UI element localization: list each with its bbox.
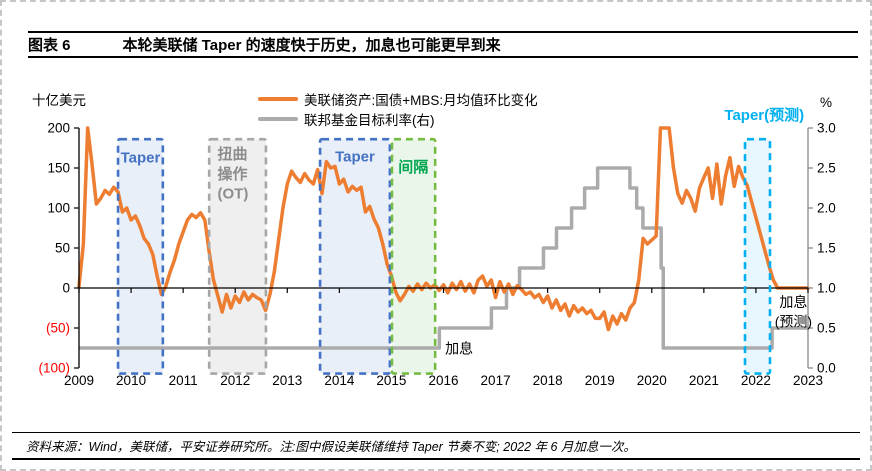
fed-funds-rate-line xyxy=(79,166,808,350)
region-fill-taper-1 xyxy=(118,139,163,374)
right-axis-tick-label: 2.0 xyxy=(817,201,836,216)
region-box-taper-forecast xyxy=(743,137,772,375)
x-axis-tick-label: 2013 xyxy=(272,373,302,388)
legend: 美联储资产:国债+MBS:月均值环比变化 联邦基金目标利率(右) xyxy=(258,90,538,128)
fed-assets-line xyxy=(77,126,810,332)
fed-assets-legend-label: 美联储资产:国债+MBS:月均值环比变化 xyxy=(304,93,538,108)
right-axis-tick-label: 2.5 xyxy=(817,161,836,176)
x-axis-tick-label: 2018 xyxy=(533,373,563,388)
region-label-interval: 间隔 xyxy=(398,158,428,176)
legend-item-fed-funds-rate: 联邦基金目标利率(右) xyxy=(258,110,538,128)
region-fill-interval xyxy=(391,139,436,374)
right-axis-unit-label: % xyxy=(820,95,832,110)
fed-funds-rate-line-swatch xyxy=(258,116,298,122)
left-axis-tick-label: 200 xyxy=(47,121,70,136)
region-label-operation-twist: 扭曲 xyxy=(218,145,248,163)
x-axis-tick-label: 2012 xyxy=(220,373,250,388)
region-label-taper-forecast: Taper(预测) xyxy=(724,106,804,124)
chart-title-bar: 图表 6 本轮美联储 Taper 的速度快于历史，加息也可能更早到来 xyxy=(28,31,858,58)
x-axis-tick-label: 2014 xyxy=(324,373,355,388)
x-axis-tick-label: 2010 xyxy=(116,373,146,388)
x-axis-tick-label: 2011 xyxy=(169,373,198,388)
region-label-operation-twist: 操作 xyxy=(218,165,248,183)
annotation-rate-hike-forecast: (预测) xyxy=(775,313,812,329)
region-label-taper-2: Taper xyxy=(335,149,375,166)
page-title: 本轮美联储 Taper 的速度快于历史，加息也可能更早到来 xyxy=(122,37,501,54)
region-label-taper-1: Taper xyxy=(121,149,161,166)
right-axis-tick-label: 0.0 xyxy=(817,361,836,376)
region-box-taper-2 xyxy=(318,137,392,375)
annotation-rate-hike-forecast: 加息 xyxy=(779,294,807,310)
left-axis-tick-label: 150 xyxy=(47,161,70,176)
annotation-rate-hike: 加息 xyxy=(445,341,473,357)
left-axis-tick-label: 100 xyxy=(47,201,70,216)
source-note: 资料来源：Wind，美联储，平安证券研究所。注:图中假设美联储维持 Taper … xyxy=(26,440,636,454)
region-box-operation-twist xyxy=(207,137,268,375)
legend-item-fed-assets: 美联储资产:国债+MBS:月均值环比变化 xyxy=(258,90,538,108)
x-axis-tick-label: 2023 xyxy=(793,373,823,388)
fed-assets-line-swatch xyxy=(258,96,298,102)
region-label-operation-twist: (OT) xyxy=(218,185,249,202)
x-axis-tick-label: 2016 xyxy=(428,373,458,388)
x-axis-tick-label: 2015 xyxy=(376,373,406,388)
left-axis-unit-label: 十亿美元 xyxy=(32,93,86,108)
x-axis-tick-label: 2019 xyxy=(585,373,615,388)
x-axis-tick-label: 2017 xyxy=(481,373,511,388)
left-axis-tick-label: 50 xyxy=(55,241,70,256)
right-axis-tick-label: 0.5 xyxy=(817,321,836,336)
x-axis-tick-label: 2009 xyxy=(64,373,94,388)
left-axis-tick-label: (100) xyxy=(38,361,70,376)
region-fill-operation-twist xyxy=(209,139,266,374)
figure-label: 图表 6 xyxy=(28,37,71,54)
x-axis-tick-label: 2021 xyxy=(689,373,719,388)
x-axis-tick-label: 2022 xyxy=(741,373,771,388)
region-box-taper-1 xyxy=(116,137,165,375)
left-axis-tick-label: (50) xyxy=(46,321,70,336)
region-box-interval xyxy=(390,137,437,375)
region-fill-taper-2 xyxy=(320,139,390,374)
right-axis-tick-label: 3.0 xyxy=(817,121,836,136)
left-axis-tick-label: 0 xyxy=(62,281,70,296)
fed-funds-rate-legend-label: 联邦基金目标利率(右) xyxy=(304,113,435,128)
right-axis-tick-label: 1.5 xyxy=(817,241,836,256)
right-axis-tick-label: 1.0 xyxy=(817,281,836,296)
source-note-bar: 资料来源：Wind，美联储，平安证券研究所。注:图中假设美联储维持 Taper … xyxy=(12,432,860,460)
x-axis-tick-label: 2020 xyxy=(637,373,667,388)
